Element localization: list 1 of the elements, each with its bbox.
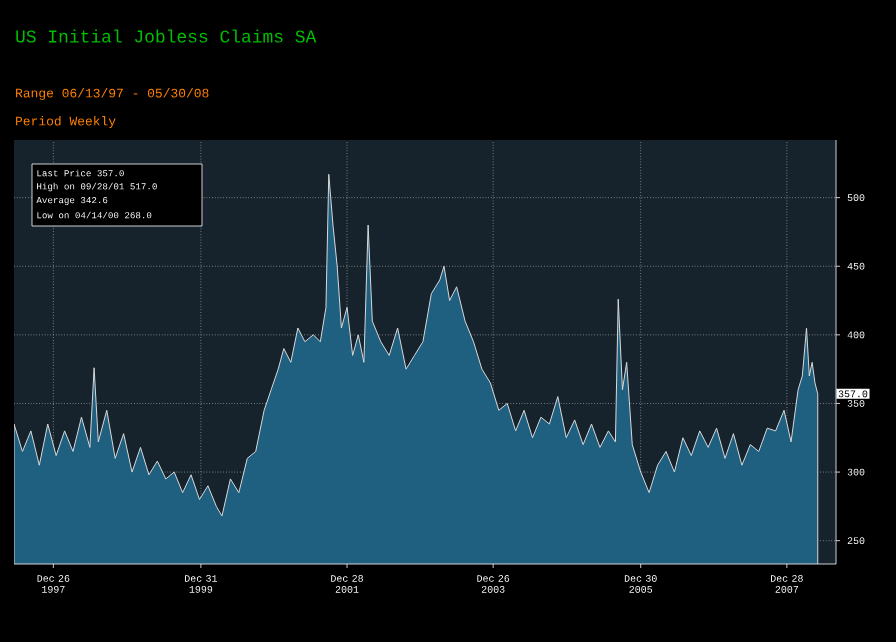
chart-title: US Initial Jobless Claims SA <box>16 29 317 43</box>
